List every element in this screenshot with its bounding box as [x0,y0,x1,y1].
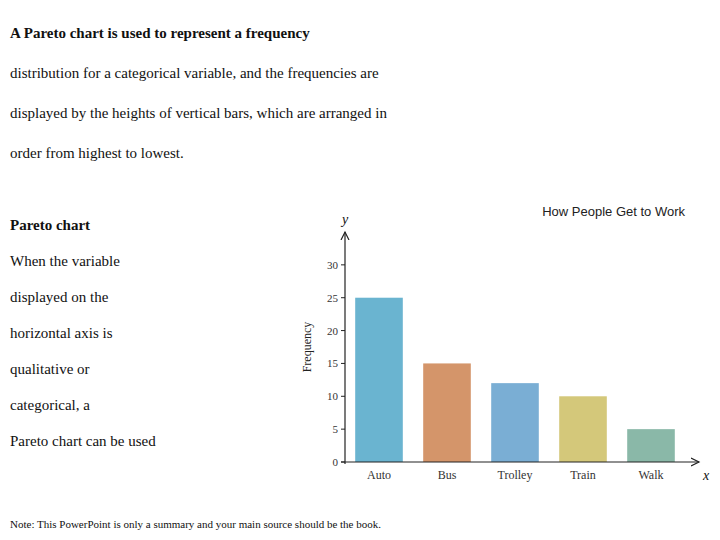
side-text-line: Pareto chart can be used [10,433,156,449]
bar [627,429,675,462]
bar [355,298,403,462]
y-tick-label: 20 [327,325,339,337]
bars [355,298,675,462]
y-tick-label: 5 [333,423,339,435]
y-axis-letter: y [340,212,349,227]
x-tick-label: Trolley [498,468,533,482]
x-axis-line [341,461,699,462]
x-tick-label: Bus [438,468,457,482]
heading-line: displayed by the heights of vertical bar… [10,105,387,121]
chart-root: A Pareto chart is used to represent a fr… [0,0,720,540]
side-text-line: When the variable [10,253,120,269]
chart: How People Get to Work Auto Bus Trolley Trai… [300,204,710,483]
y-tick-label: 30 [327,259,339,271]
bar [423,363,471,462]
side-text-line: displayed on the [10,289,109,305]
text-block: A Pareto chart is used to represent a fr… [10,25,387,530]
x-tick-label: Walk [638,468,663,482]
y-tick-label: 10 [327,390,339,402]
side-text-line: horizontal axis is [10,325,113,341]
heading-line: order from highest to lowest. [10,145,184,161]
side-text-line: qualitative or [10,361,90,377]
side-text-line: categorical, a [10,397,90,413]
y-axis-line [344,232,345,464]
x-axis-letter: x [702,468,710,483]
side-text-line: Pareto chart [10,217,90,233]
footnote: Note: This PowerPoint is only a summary … [10,518,381,530]
y-tick-label: 15 [327,357,339,369]
y-axis-label: Frequency [300,322,314,373]
bar [559,396,607,462]
x-tick-label: Train [570,468,596,482]
chart-title: How People Get to Work [542,204,685,219]
bar [491,383,539,462]
page: {"chart_data": {"type": "bar", "title": … [0,0,720,540]
x-tick-label: Auto [367,468,391,482]
heading-line: distribution for a categorical variable,… [10,65,379,81]
y-tick-label: 0 [333,456,339,468]
y-tick-label: 25 [327,292,339,304]
heading-line: A Pareto chart is used to represent a fr… [10,25,310,41]
